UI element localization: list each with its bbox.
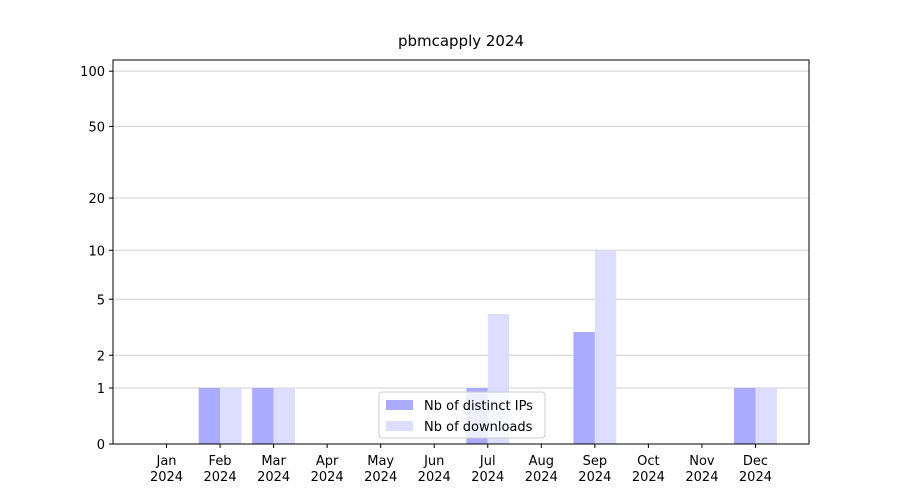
y-tick-label: 20 xyxy=(88,192,105,207)
legend-box xyxy=(378,391,546,439)
bar xyxy=(198,388,221,444)
legend-label: Nb of distinct IPs xyxy=(424,399,533,414)
bar xyxy=(573,332,595,444)
legend-label: Nb of downloads xyxy=(424,420,533,435)
x-tick-label: Aug 2024 xyxy=(525,454,558,485)
x-tick-label: Dec 2024 xyxy=(739,454,772,485)
x-tick-label: Jan 2024 xyxy=(150,454,183,485)
x-tick-label: Apr 2024 xyxy=(311,454,344,485)
y-tick-label: 5 xyxy=(97,293,105,308)
legend-swatch xyxy=(386,400,413,410)
chart-title: pbmcapply 2024 xyxy=(398,32,524,50)
x-tick-label: Sep 2024 xyxy=(578,454,611,485)
x-tick-label: Nov 2024 xyxy=(685,454,718,485)
x-tick-label: May 2024 xyxy=(364,454,397,485)
y-tick-label: 2 xyxy=(97,349,105,364)
plot-frame xyxy=(112,59,810,445)
bar xyxy=(273,388,296,444)
y-tick-label: 0 xyxy=(97,438,105,453)
x-tick-label: Feb 2024 xyxy=(204,454,237,485)
y-tick-label: 1 xyxy=(97,382,105,397)
y-tick-label: 100 xyxy=(80,65,105,80)
x-tick-label: Jun 2024 xyxy=(418,454,451,485)
bar xyxy=(220,388,242,444)
x-tick-label: Jul 2024 xyxy=(471,454,504,485)
bar xyxy=(594,250,617,444)
bar xyxy=(755,388,777,444)
x-tick-label: Oct 2024 xyxy=(632,454,665,485)
y-tick-label: 10 xyxy=(88,244,105,259)
legend-swatch xyxy=(386,421,413,431)
bar xyxy=(252,388,274,444)
y-tick-label: 50 xyxy=(88,120,105,135)
x-tick-label: Mar 2024 xyxy=(257,454,290,485)
bar xyxy=(734,388,756,444)
